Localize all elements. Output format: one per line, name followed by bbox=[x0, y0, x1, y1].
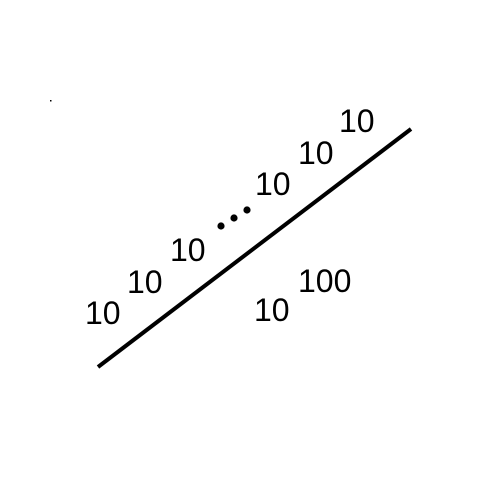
stray-dot bbox=[50, 100, 52, 102]
right-tower-level-1: 10 bbox=[255, 166, 291, 202]
right-tower-level-2: 10 bbox=[298, 135, 334, 171]
ellipsis-dot bbox=[230, 214, 238, 222]
diagonal-divider-line bbox=[96, 127, 413, 369]
googol-base: 10 bbox=[254, 292, 290, 328]
right-tower-level-3: 10 bbox=[339, 103, 375, 139]
left-tower-level-2: 10 bbox=[127, 264, 163, 300]
ellipsis-dot bbox=[217, 222, 225, 230]
ellipsis bbox=[217, 206, 251, 230]
ellipsis-dot bbox=[243, 206, 251, 214]
left-tower-level-3: 10 bbox=[170, 232, 206, 268]
googol-exponent: 100 bbox=[298, 263, 351, 299]
left-tower-level-1: 10 bbox=[85, 295, 121, 331]
